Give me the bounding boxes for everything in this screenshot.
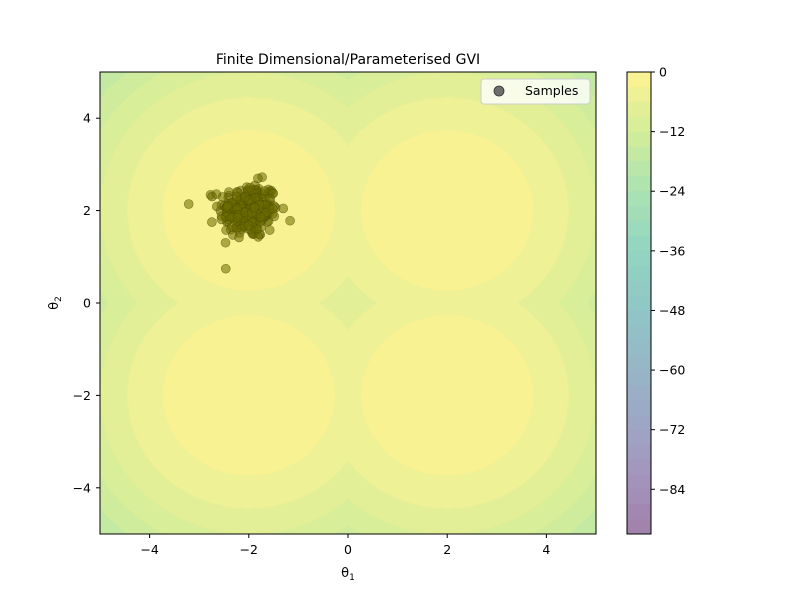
contour-field [100, 72, 596, 534]
x-tick-label: 2 [443, 542, 451, 557]
y-axis-label-base: θ [47, 302, 62, 310]
sample-point [211, 189, 222, 199]
y-axis-label: θ2 [47, 296, 64, 310]
sample-point [245, 182, 255, 193]
y-tick-label: −2 [73, 388, 91, 403]
legend-marker-samples [493, 85, 505, 97]
sample-point [216, 214, 227, 225]
y-tick-label: −4 [73, 480, 91, 495]
y-axis: −4 −2 0 2 4 [73, 111, 100, 495]
x-axis: −4 −2 0 2 4 [140, 534, 550, 557]
x-axis-label-base: θ [341, 566, 349, 581]
sample-point [256, 212, 266, 222]
sample-point [253, 232, 264, 242]
x-axis-label: θ1 [341, 566, 355, 583]
sample-point [265, 193, 275, 204]
colorbar-frame [626, 71, 652, 535]
y-axis-label-sub: 2 [54, 296, 64, 302]
colorbar-tick-label: −12 [659, 124, 685, 139]
sample-point [220, 237, 231, 248]
colorbar-ticks: 0 −12 −24 −36 −48 −60 −72 −84 [651, 65, 685, 497]
samples-layer [183, 172, 295, 274]
y-tick-label: 4 [83, 111, 91, 126]
x-axis-label-sub: 1 [349, 573, 355, 583]
sample-point [232, 212, 243, 223]
legend-label-samples: Samples [525, 83, 578, 98]
colorbar-tick-label: 0 [659, 65, 667, 80]
sample-point [221, 225, 231, 235]
sample-point [231, 191, 242, 202]
sample-point [183, 199, 194, 209]
colorbar-gradient [627, 72, 651, 534]
x-tick-label: −4 [140, 542, 158, 557]
sample-point [223, 200, 233, 211]
colorbar-tick-label: −24 [659, 184, 685, 199]
x-tick-label: 0 [344, 542, 352, 557]
colorbar-tick-label: −60 [659, 363, 685, 378]
legend-box [480, 78, 591, 105]
sample-point [250, 192, 261, 203]
colorbar-tick-label: −48 [659, 303, 685, 318]
sample-point [249, 202, 260, 213]
legend: Samples [480, 78, 591, 105]
colorbar-tick-label: −72 [659, 422, 685, 437]
sample-point [268, 203, 278, 214]
sample-point [278, 203, 289, 214]
colorbar-tick-label: −36 [659, 243, 685, 258]
sample-point [285, 215, 295, 226]
colorbar-tick-label: −84 [659, 482, 685, 497]
x-tick-label: 4 [542, 542, 550, 557]
sample-point [253, 173, 263, 184]
sample-point [240, 192, 250, 202]
plot-area [99, 71, 597, 535]
sample-point [207, 217, 217, 227]
colorbar: 0 −12 −24 −36 −48 −60 −72 −84 [626, 65, 685, 535]
x-tick-label: −2 [240, 542, 258, 557]
sample-point [234, 232, 244, 243]
sample-point [220, 263, 231, 274]
y-tick-label: 2 [83, 203, 91, 218]
sample-point [259, 186, 270, 196]
sample-point [243, 220, 254, 231]
sample-point [264, 225, 275, 235]
y-tick-label: 0 [83, 296, 91, 311]
chart-title: Finite Dimensional/Parameterised GVI [216, 52, 480, 68]
